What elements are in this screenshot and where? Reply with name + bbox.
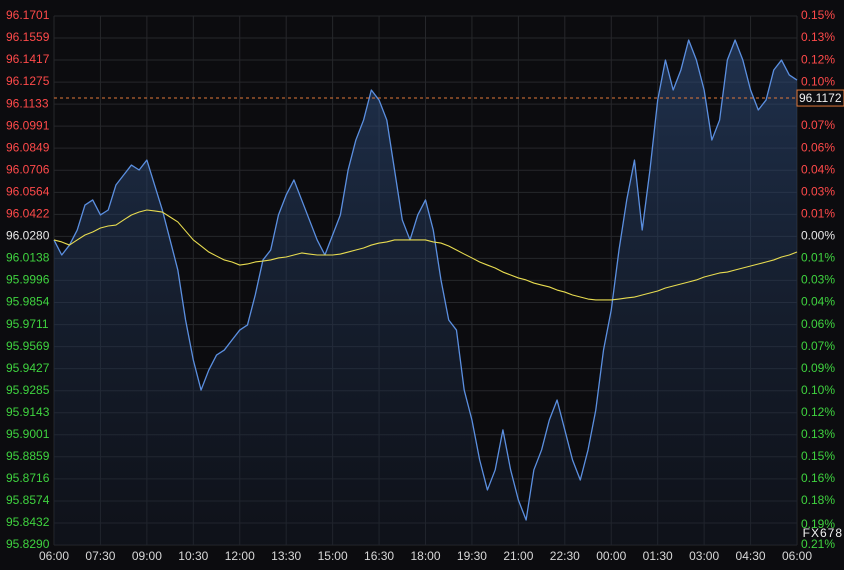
y-tick-label: 95.9143 xyxy=(6,405,50,419)
x-tick-label: 18:00 xyxy=(410,549,440,563)
y-tick-label: 96.1701 xyxy=(6,8,50,22)
y-tick-label: 95.9285 xyxy=(6,383,50,397)
x-tick-label: 15:00 xyxy=(318,549,348,563)
y2-tick-label: 0.04% xyxy=(801,162,835,176)
y2-tick-label: 0.15% xyxy=(801,8,835,22)
y2-tick-label: 0.07% xyxy=(801,118,835,132)
y-tick-label: 96.1559 xyxy=(6,30,50,44)
price-line xyxy=(53,39,798,521)
y-tick-label: 96.0138 xyxy=(6,251,50,265)
y2-tick-label: 0.19% xyxy=(801,517,835,531)
y-tick-label: 96.0280 xyxy=(6,229,50,243)
y-tick-label: 96.0849 xyxy=(6,140,50,154)
y-tick-label: 95.9854 xyxy=(6,295,50,309)
y-tick-label: 95.9711 xyxy=(6,317,49,331)
x-tick-label: 06:00 xyxy=(782,549,812,563)
y-tick-label: 96.1133 xyxy=(6,96,49,110)
y2-tick-label: 0.01% xyxy=(801,251,835,265)
y-tick-label: 95.9996 xyxy=(6,273,50,287)
y2-tick-label: 0.03% xyxy=(801,273,835,287)
x-tick-label: 21:00 xyxy=(503,549,533,563)
y-tick-label: 95.9569 xyxy=(6,339,50,353)
y2-tick-label: 0.03% xyxy=(801,185,835,199)
y2-tick-label: 0.13% xyxy=(801,427,835,441)
price-label: 96.1172 xyxy=(799,91,842,105)
moving-average-line xyxy=(53,209,798,301)
y2-tick-label: 0.18% xyxy=(801,493,835,507)
y2-tick-label: 0.06% xyxy=(801,140,835,154)
y-tick-label: 96.1275 xyxy=(6,74,50,88)
y2-tick-label: 0.06% xyxy=(801,317,835,331)
x-tick-label: 22:30 xyxy=(550,549,580,563)
y2-tick-label: 0.10% xyxy=(801,383,835,397)
y2-tick-label: 0.01% xyxy=(801,207,835,221)
y2-tick-label: 0.04% xyxy=(801,295,835,309)
x-tick-label: 01:30 xyxy=(643,549,673,563)
y2-tick-label: 0.13% xyxy=(801,30,835,44)
x-tick-label: 16:30 xyxy=(364,549,394,563)
y-tick-label: 95.8574 xyxy=(6,493,50,507)
y-tick-label: 96.0422 xyxy=(6,207,50,221)
y2-tick-label: 0.15% xyxy=(801,449,835,463)
y2-tick-label: 0.10% xyxy=(801,74,835,88)
x-tick-label: 04:30 xyxy=(736,549,766,563)
y2-tick-label: 0.16% xyxy=(801,471,835,485)
y2-tick-label: 0.00% xyxy=(801,229,835,243)
price-label-box xyxy=(796,89,844,107)
x-tick-label: 13:30 xyxy=(271,549,301,563)
y-tick-label: 95.8716 xyxy=(6,471,50,485)
y-tick-label: 96.0706 xyxy=(6,162,50,176)
x-tick-label: 09:00 xyxy=(132,549,162,563)
y2-tick-label: 0.09% xyxy=(801,361,835,375)
x-tick-label: 12:00 xyxy=(225,549,255,563)
y2-tick-label: 0.12% xyxy=(801,52,835,66)
x-tick-label: 03:00 xyxy=(689,549,719,563)
x-tick-label: 06:00 xyxy=(39,549,69,563)
x-tick-label: 10:30 xyxy=(178,549,208,563)
y-tick-label: 95.8290 xyxy=(6,537,50,551)
y-tick-label: 96.0564 xyxy=(6,185,50,199)
x-tick-label: 19:30 xyxy=(457,549,487,563)
y-tick-label: 95.9001 xyxy=(6,427,50,441)
x-tick-label: 00:00 xyxy=(596,549,626,563)
x-tick-label: 07:30 xyxy=(85,549,115,563)
area xyxy=(54,40,797,545)
y-tick-label: 95.8432 xyxy=(6,515,50,529)
y-tick-label: 96.0991 xyxy=(6,118,50,132)
y2-tick-label: 0.21% xyxy=(801,537,835,551)
y-tick-label: 95.9427 xyxy=(6,361,50,375)
y-tick-label: 95.8859 xyxy=(6,449,50,463)
y2-tick-label: 0.07% xyxy=(801,339,835,353)
y2-tick-label: 0.12% xyxy=(801,405,835,419)
watermark: FX678 xyxy=(803,526,843,540)
y-tick-label: 96.1417 xyxy=(6,52,50,66)
